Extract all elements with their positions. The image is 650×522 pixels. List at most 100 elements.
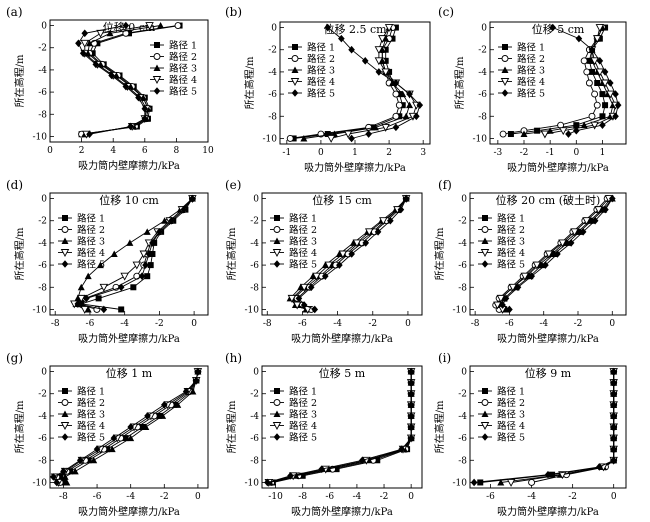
- data-point: [324, 131, 331, 138]
- legend-marker: [152, 76, 162, 84]
- x-tick-label: -8: [298, 492, 307, 502]
- data-point: [326, 135, 336, 143]
- x-tick-label: -8: [471, 319, 480, 329]
- legend-marker: [291, 89, 299, 97]
- x-tick-label: 4: [110, 146, 116, 156]
- data-point: [477, 479, 484, 486]
- legend-marker: [291, 55, 299, 62]
- y-tick-label: -8: [38, 110, 47, 120]
- legend-label: 路径 2: [289, 224, 317, 236]
- data-point: [76, 456, 84, 465]
- data-point: [514, 283, 522, 292]
- data-point: [378, 35, 387, 44]
- x-tick-label: -4: [333, 319, 342, 329]
- data-point: [156, 412, 163, 419]
- legend-marker: [501, 55, 509, 62]
- data-point: [392, 123, 400, 132]
- x-tick-label: -1: [282, 148, 291, 158]
- x-tick-label: 8: [174, 146, 180, 156]
- data-point: [413, 112, 420, 121]
- x-tick-label: 0: [405, 319, 411, 329]
- legend-marker: [290, 78, 300, 86]
- legend-marker: [272, 249, 282, 257]
- x-axis-label: 吸力筒内壁摩擦力/kPa: [78, 159, 180, 172]
- y-tick-label: -10: [263, 134, 278, 144]
- y-tick-label: -8: [38, 456, 47, 466]
- data-point: [362, 239, 370, 247]
- data-point: [596, 57, 604, 65]
- data-point: [395, 101, 403, 109]
- data-point: [100, 305, 108, 314]
- x-tick-label: -6: [505, 319, 514, 329]
- data-point: [592, 35, 602, 44]
- data-point: [602, 205, 609, 214]
- legend-label: 路径 1: [497, 213, 525, 225]
- legend-label: 路径 2: [497, 224, 525, 236]
- data-point: [407, 401, 415, 409]
- data-point: [83, 294, 90, 303]
- x-tick-label: -6: [325, 492, 334, 502]
- y-tick-label: -8: [250, 456, 259, 466]
- x-tick-label: -3: [493, 148, 502, 158]
- data-point: [554, 250, 561, 258]
- data-point: [558, 127, 568, 136]
- data-point: [138, 272, 146, 280]
- plot-frame: [49, 192, 209, 316]
- data-point: [311, 305, 319, 314]
- x-tick-label: -4: [126, 492, 135, 502]
- data-point: [384, 24, 394, 32]
- data-point: [593, 101, 601, 109]
- y-tick-label: 0: [253, 368, 259, 378]
- legend-label: 路径 3: [169, 63, 197, 75]
- data-point: [159, 412, 167, 419]
- data-point: [506, 305, 513, 314]
- plot-frame: [279, 21, 431, 145]
- legend-marker: [481, 226, 489, 233]
- data-point: [359, 456, 366, 465]
- legend-label: 路径 4: [497, 247, 525, 259]
- y-tick-label: -6: [38, 261, 47, 271]
- data-point: [599, 121, 606, 129]
- data-point: [402, 194, 410, 203]
- x-tick-label: -6: [486, 492, 495, 502]
- data-point: [378, 46, 386, 53]
- legend-label: 路径 5: [517, 88, 545, 100]
- data-point: [567, 239, 575, 247]
- data-point: [610, 445, 617, 453]
- data-point: [127, 423, 134, 431]
- legend-label: 路径 3: [497, 409, 525, 421]
- x-tick-label: -2: [368, 319, 377, 329]
- y-tick-label: -10: [245, 305, 260, 315]
- data-point: [141, 114, 149, 123]
- data-point: [120, 272, 129, 281]
- data-point: [117, 283, 125, 292]
- x-tick-label: -2: [520, 148, 529, 158]
- data-point: [610, 423, 617, 431]
- x-axis-label: 吸力筒外壁摩擦力/kPa: [304, 161, 406, 174]
- data-point: [61, 473, 69, 480]
- data-point: [343, 130, 353, 139]
- data-point: [399, 90, 407, 98]
- data-point: [63, 478, 71, 486]
- x-tick-label: 1: [352, 148, 358, 158]
- legend-marker: [482, 388, 488, 394]
- legend-marker: [501, 66, 509, 73]
- data-point: [406, 101, 414, 109]
- legend-label: 路径 1: [169, 40, 197, 52]
- panel-label: (e): [225, 178, 241, 192]
- x-axis-label: 吸力筒外壁摩擦力/kPa: [291, 505, 393, 518]
- data-point: [99, 283, 109, 292]
- data-point: [596, 463, 603, 471]
- data-point: [374, 457, 381, 464]
- data-point: [80, 39, 90, 48]
- data-point: [379, 217, 388, 226]
- data-point: [407, 378, 415, 387]
- series-line-4: [330, 27, 417, 139]
- series-line-5: [552, 27, 619, 135]
- data-point: [122, 435, 129, 442]
- legend-marker: [273, 433, 281, 441]
- data-point: [499, 130, 507, 138]
- x-tick-label: 0: [191, 319, 197, 329]
- legend-marker: [274, 215, 280, 221]
- legend-label: 路径 5: [77, 259, 105, 271]
